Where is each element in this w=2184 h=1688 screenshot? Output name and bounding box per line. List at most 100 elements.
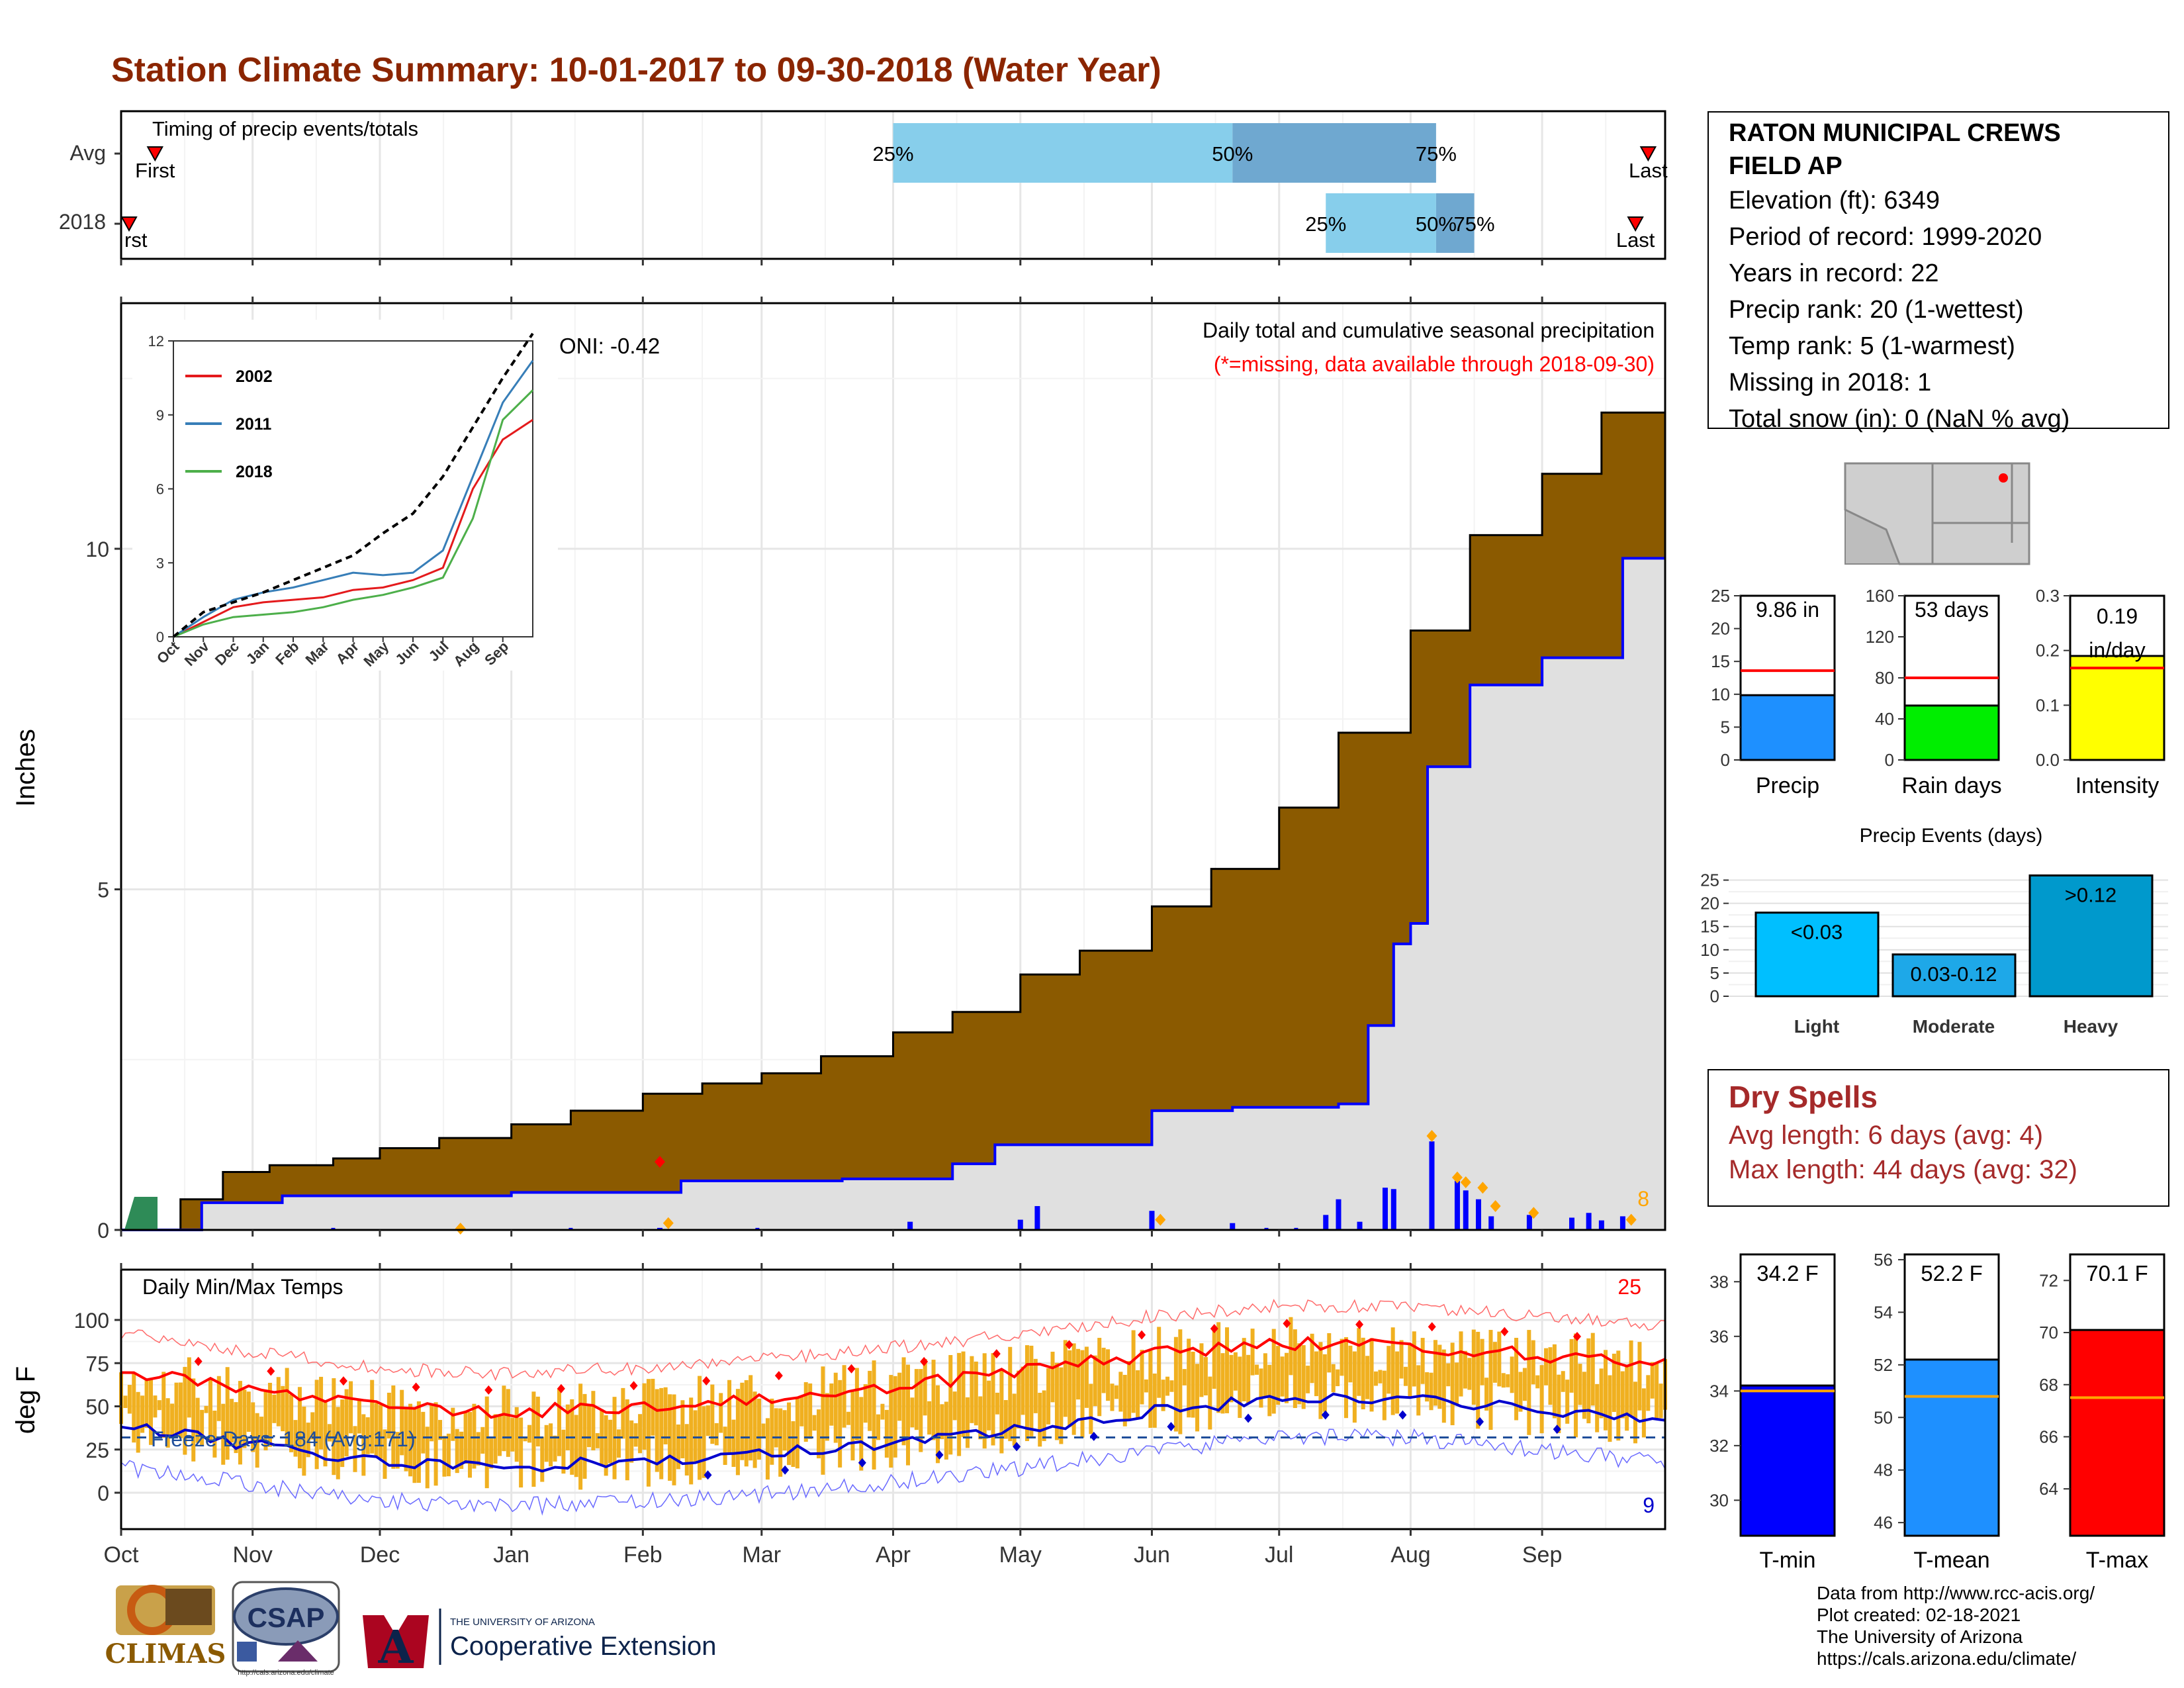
daily-temp-bar (276, 1377, 281, 1427)
daily-precip-bar (1336, 1199, 1342, 1230)
daily-temp-bar (901, 1357, 906, 1446)
daily-temp-bar (1569, 1338, 1574, 1393)
daily-temp-bar (625, 1399, 629, 1481)
daily-precip-bar (1526, 1215, 1532, 1230)
daily-temp-bar (535, 1396, 540, 1447)
climas-logo: CLIMAS (105, 1585, 226, 1669)
daily-temp-bar (803, 1382, 808, 1442)
temp-y-tick: 72 (2039, 1270, 2058, 1290)
daily-temp-bar (982, 1353, 987, 1449)
daily-temp-bar (927, 1401, 932, 1435)
daily-temp-bar (778, 1408, 783, 1477)
daily-temp-bar (710, 1384, 715, 1444)
daily-temp-bar (221, 1403, 226, 1465)
daily-temp-bar (1420, 1338, 1425, 1384)
daily-temp-bar (433, 1402, 438, 1486)
daily-temp-bar (859, 1397, 864, 1471)
record-high-marker (1138, 1330, 1146, 1340)
daily-temp-bar (935, 1385, 940, 1464)
month-tick-label: Jan (493, 1542, 529, 1568)
csap-logo-text: CSAP (248, 1602, 325, 1633)
daily-precip-bar (1357, 1221, 1363, 1230)
daily-temp-bar (230, 1399, 234, 1443)
daily-temp-bar (889, 1375, 893, 1468)
record-low-marker (781, 1465, 790, 1475)
station-temp-rank: Temp rank: 5 (1-warmest) (1729, 332, 2015, 360)
station-missing: Missing in 2018: 1 (1729, 369, 1932, 397)
daily-temp-bar (183, 1366, 187, 1455)
daily-temp-bar (416, 1401, 421, 1483)
daily-temp-bar (1208, 1376, 1212, 1430)
inset-frame (173, 340, 533, 637)
daily-temp-bar (1599, 1368, 1604, 1419)
summary-bar-label: Intensity (2075, 773, 2160, 798)
daily-temp-bar (672, 1394, 676, 1485)
daily-temp-bar (1506, 1374, 1510, 1387)
daily-temp-bar (787, 1402, 792, 1466)
daily-temp-bar (1357, 1328, 1361, 1396)
daily-temp-bar (123, 1395, 128, 1409)
daily-temp-bar (633, 1423, 638, 1447)
daily-temp-bar (1182, 1369, 1187, 1385)
summary-y-tick: 25 (1711, 586, 1730, 606)
daily-temp-bar (476, 1432, 480, 1466)
daily-temp-bar (455, 1429, 459, 1474)
daily-temp-bar (1352, 1351, 1357, 1423)
temp-y-tick: 54 (1874, 1302, 1893, 1322)
daily-temp-bar (1131, 1330, 1136, 1413)
daily-temp-bar (1080, 1350, 1085, 1438)
svg-text:A: A (378, 1621, 414, 1674)
daily-temp-bar (991, 1353, 995, 1446)
daily-temp-bar (1293, 1329, 1297, 1409)
record-high-marker (412, 1382, 420, 1392)
daily-temp-bar (242, 1389, 247, 1448)
first-label-2018: rst (124, 228, 148, 252)
first-label-avg: First (135, 159, 175, 182)
daily-precip-bar (755, 1227, 760, 1230)
daily-precip-bar (569, 1227, 573, 1230)
daily-temp-bar (838, 1380, 842, 1468)
daily-temp-bar (1336, 1369, 1340, 1387)
daily-temp-bar (1331, 1364, 1336, 1393)
daily-temp-bar (944, 1401, 948, 1460)
daily-temp-bar (361, 1414, 366, 1476)
timing-avg-75pct: 75% (1416, 142, 1457, 165)
daily-temp-bar (1659, 1383, 1663, 1419)
daily-temp-bar (1535, 1375, 1540, 1389)
record-high-marker (1573, 1332, 1582, 1342)
daily-temp-bar (1216, 1322, 1221, 1413)
daily-temp-bar (1373, 1371, 1378, 1386)
daily-temp-bar (987, 1380, 991, 1430)
inset-legend-label: 2011 (236, 415, 271, 434)
daily-temp-bar (544, 1425, 549, 1462)
month-tick-label: Apr (876, 1542, 911, 1568)
daily-temp-bar (616, 1429, 621, 1458)
daily-temp-bar (1195, 1364, 1200, 1432)
summary-y-tick: 0.0 (2036, 750, 2060, 770)
daily-temp-bar (727, 1380, 732, 1453)
daily-temp-bar (1586, 1338, 1591, 1424)
daily-temp-bar (421, 1411, 426, 1454)
temp-y-tick: 32 (1709, 1436, 1729, 1456)
daily-temp-bar (1114, 1385, 1118, 1399)
daily-temp-bar (757, 1398, 762, 1460)
daily-temp-bar (868, 1370, 872, 1431)
daily-temp-bar (749, 1375, 753, 1461)
y-tick-label: 75 (85, 1352, 109, 1376)
month-tick-label: Feb (623, 1542, 662, 1568)
average-precip-line (121, 557, 1665, 1231)
daily-temp-bar (744, 1380, 749, 1467)
daily-temp-bar (523, 1438, 527, 1442)
daily-temp-bar (914, 1369, 919, 1430)
daily-temp-bar (187, 1357, 191, 1418)
daily-temp-bar (1463, 1350, 1467, 1389)
temp-y-tick: 68 (2039, 1375, 2058, 1395)
summary-y-tick: 0.2 (2036, 641, 2060, 661)
daily-temp-bar (1641, 1388, 1646, 1438)
daily-temp-bar (353, 1426, 357, 1472)
record-high-marker (1500, 1327, 1509, 1336)
daily-temp-bar (846, 1411, 851, 1425)
daily-temp-bar (1157, 1327, 1161, 1398)
credit-line: Data from http://www.rcc-acis.org/ (1817, 1583, 2095, 1603)
daily-temp-bar (472, 1403, 477, 1469)
